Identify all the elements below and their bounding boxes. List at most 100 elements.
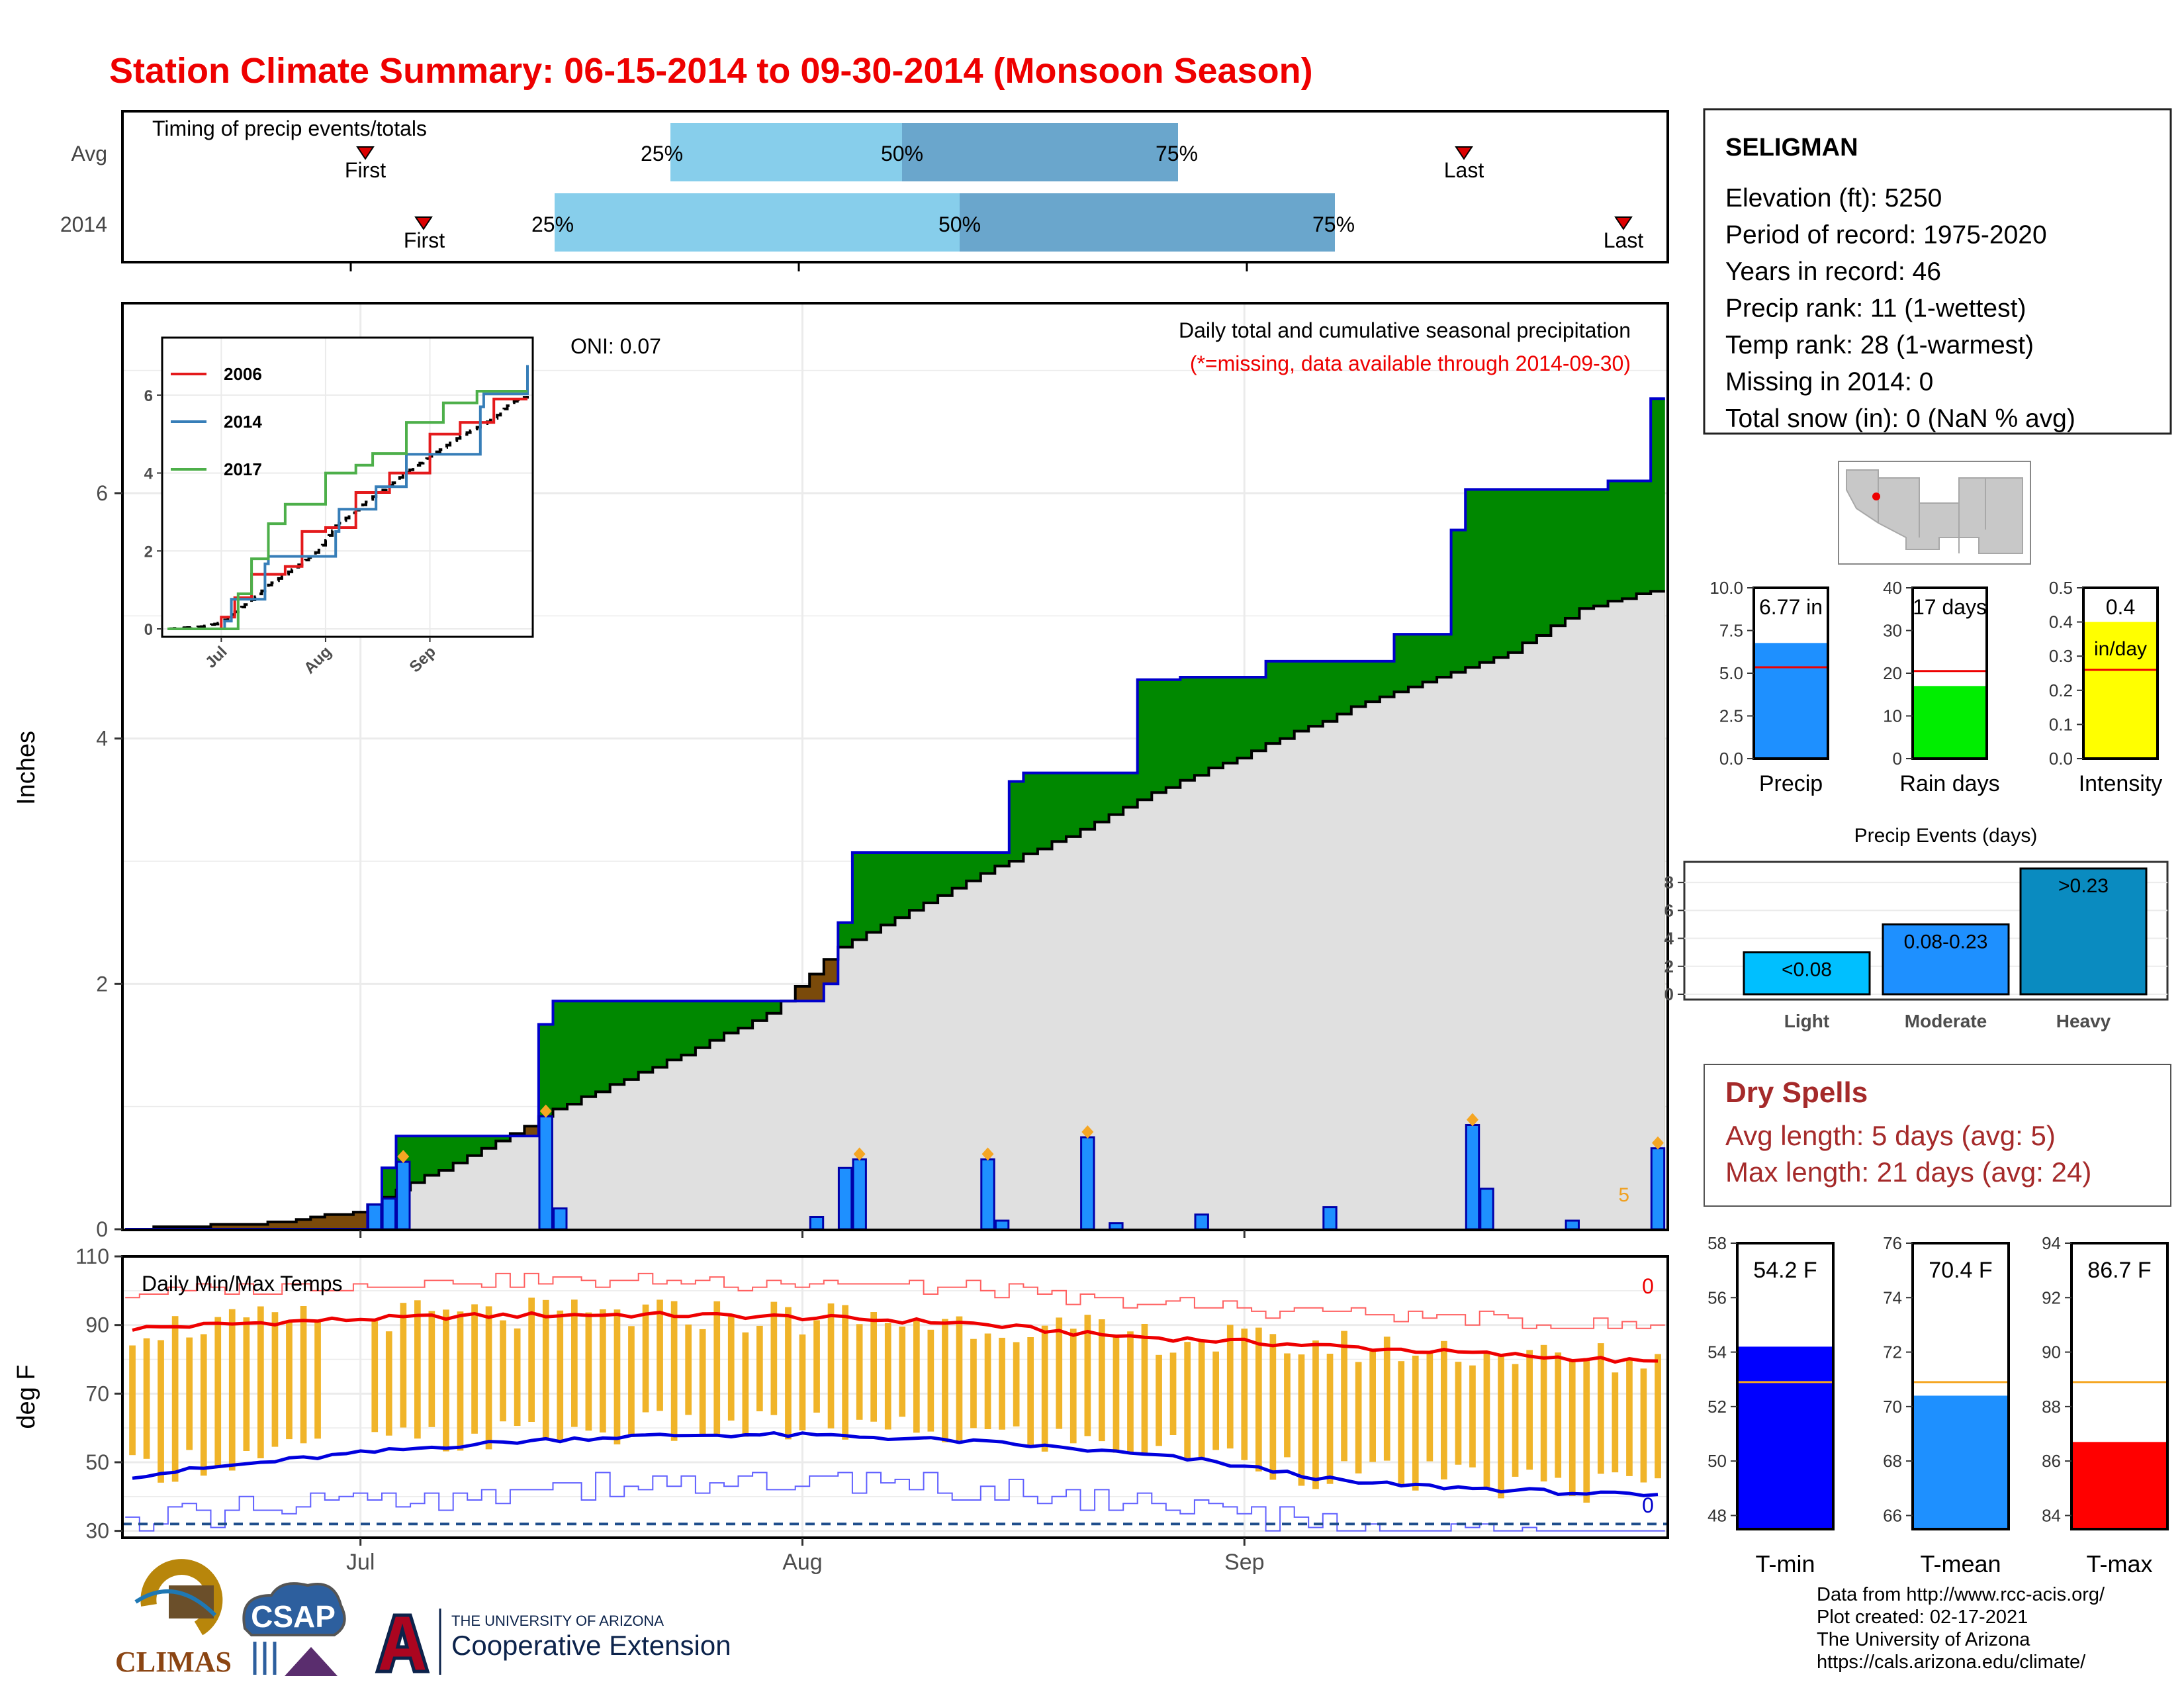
temp-summary-t-max-tick-label: 94 [2042, 1233, 2061, 1253]
temp-summary-t-min-tick-label: 50 [1707, 1451, 1727, 1471]
daily-temp-bar [514, 1328, 521, 1426]
temp-summary-t-mean-tick-label: 72 [1883, 1342, 1902, 1362]
precip-caption: Daily total and cumulative seasonal prec… [1179, 318, 1631, 342]
oni-label: ONI: 0.07 [570, 334, 661, 358]
daily-temp-bar [642, 1304, 649, 1413]
daily-temp-bar [1598, 1343, 1604, 1474]
daily-temp-bar [1498, 1356, 1504, 1499]
y2014-p50-label: 50% [938, 212, 981, 236]
summary-intensity-tick-label: 0.5 [2049, 578, 2073, 598]
precip-events-chart: Precip Events (days) <0.08 Light 0.08-0.23… [1664, 825, 2169, 1031]
event-bar-light [1743, 951, 1871, 996]
event-bar-label: >0.23 [2058, 875, 2109, 897]
temp-summary-value-label: 70.4 F [1929, 1258, 1992, 1283]
daily-precip-bar [1080, 1136, 1095, 1231]
daily-temp-bar [542, 1299, 549, 1440]
events-bars: <0.08 Light 0.08-0.23 Moderate >0.23 Heavy [1743, 867, 2148, 1031]
average-low-line [132, 1430, 1659, 1497]
summary-rain-days-value-bar [1913, 686, 1987, 759]
daily-temp-bar [557, 1310, 564, 1440]
inset-legend-label: 2014 [224, 412, 262, 432]
daily-temp-bar [129, 1345, 136, 1456]
logos: CLIMAS CSAP THE UNIVERSITY OF ARIZONA Co… [115, 1559, 731, 1678]
avg-quartile-25-50 [670, 123, 902, 181]
precip-y-tick-label: 0 [96, 1217, 108, 1241]
daily-temp-bar [300, 1306, 307, 1444]
daily-temp-bar [200, 1334, 207, 1476]
daily-temp-bar [243, 1317, 250, 1451]
heavy-event-marker [1466, 1113, 1479, 1127]
locator-map [1838, 461, 2031, 565]
daily-temp-bar [1255, 1327, 1262, 1472]
daily-temp-bar [1383, 1336, 1390, 1461]
events-y-tick-label: 8 [1664, 872, 1674, 892]
heavy-event-marker [397, 1150, 410, 1164]
summary-rain-days-tick-label: 10 [1883, 706, 1902, 726]
events-y-ticks: 8 6 4 2 0 [1664, 872, 1684, 1004]
daily-temp-bar [742, 1332, 749, 1437]
daily-temp-bar [158, 1340, 164, 1483]
daily-temp-bar [1583, 1358, 1590, 1503]
timing-row-label-avg: Avg [71, 142, 107, 165]
daily-temp-bar [186, 1337, 193, 1450]
event-category-label: Light [1784, 1011, 1829, 1031]
heavy-event-marker [1652, 1136, 1664, 1150]
temp-summary-t-mean-chart: 76 74 72 70 68 66 70.4 F T-mean [1883, 1233, 2010, 1577]
precip-y-axis-label: Inches [13, 731, 40, 805]
average-cumulative-line [125, 590, 1665, 1231]
events-y-tick-label: 6 [1664, 900, 1674, 920]
daily-precip-bar [1465, 1124, 1480, 1231]
average-high-line [132, 1311, 1659, 1364]
summary-value-label: 6.77 in [1759, 595, 1823, 619]
ua-block-a-icon [375, 1613, 430, 1673]
temp-summary-t-max-tick-label: 84 [2042, 1505, 2061, 1525]
dry-spells-avg: Avg length: 5 days (avg: 5) [1725, 1120, 2056, 1151]
csap-mountain [285, 1647, 338, 1676]
temp-summary-t-max-tick-label: 88 [2042, 1397, 2061, 1417]
summary-rain-days-chart: 40 30 20 10 0 17 days Rain days [1883, 578, 2000, 796]
climas-swoosh [134, 1589, 217, 1617]
daily-precip-bar [1479, 1188, 1494, 1231]
record-low-count: 0 [1642, 1493, 1654, 1517]
daily-temp-bar [1355, 1362, 1362, 1474]
daily-temp-bar [1426, 1353, 1433, 1462]
csap-rain-lines [253, 1642, 277, 1675]
summary-intensity-tick-label: 0.2 [2049, 680, 2073, 700]
inset-series-line-2017 [167, 390, 527, 630]
avg-p25-label: 25% [641, 142, 683, 165]
daily-temp-bar [1398, 1361, 1405, 1486]
summary-precip-value-bar [1754, 643, 1828, 759]
inset-y-tick-label: 4 [144, 465, 154, 483]
daily-temp-bar [727, 1316, 735, 1421]
daily-temp-range-bars [129, 1297, 1661, 1503]
event-bar-label: <0.08 [1782, 959, 1832, 981]
dry-spells-title: Dry Spells [1725, 1076, 1868, 1109]
summary-intensity-value-bar [2083, 622, 2158, 759]
ua-logo: THE UNIVERSITY OF ARIZONA Cooperative Ex… [375, 1609, 731, 1675]
inset-year-lines [167, 365, 529, 630]
summary-rain-days-tick-label: 20 [1883, 663, 1902, 683]
daily-temp-bar [400, 1303, 407, 1428]
y2014-quartile-50-75 [960, 193, 1335, 252]
avg-first-label: First [345, 158, 386, 182]
daily-temp-bar [485, 1306, 492, 1450]
temp-summary-t-min-chart: 58 56 54 52 50 48 54.2 F T-min [1707, 1233, 1835, 1577]
station-info-line: Total snow (in): 0 (NaN % avg) [1725, 404, 2075, 433]
heavy-event-marker [539, 1104, 552, 1118]
temp-x-tick-label: Sep [1224, 1550, 1265, 1575]
daily-temp-bar [1212, 1351, 1219, 1450]
summary-intensity-tick-label: 0.1 [2049, 714, 2073, 734]
daily-precip-bar [1322, 1206, 1338, 1231]
daily-temp-bar [385, 1331, 392, 1436]
temp-y-tick-label: 90 [85, 1313, 109, 1337]
y2014-last-marker [1614, 216, 1633, 230]
summary-name-label: Precip [1759, 771, 1823, 796]
precip-y-tick-label: 6 [96, 481, 108, 505]
daily-precip-bar [538, 1115, 553, 1231]
temp-summary-t-min-tick-label: 56 [1707, 1288, 1727, 1307]
heavy-event-marker [981, 1147, 994, 1161]
daily-temp-bar [1241, 1329, 1248, 1460]
inset-y-tick-label: 6 [144, 387, 153, 405]
daily-temp-bar [1526, 1350, 1533, 1470]
daily-temp-bar [414, 1300, 421, 1439]
